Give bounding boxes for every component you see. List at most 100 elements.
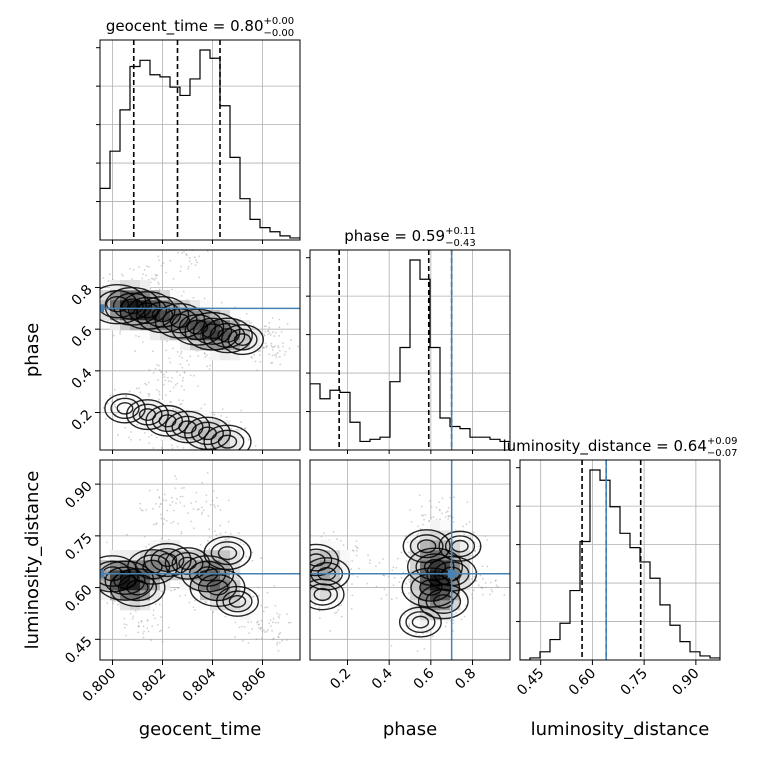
- scatter-point: [135, 387, 138, 390]
- density-cell: [310, 540, 321, 551]
- scatter-point: [154, 523, 157, 526]
- density-cell: [210, 340, 221, 351]
- scatter-point: [111, 394, 114, 397]
- scatter-point: [197, 385, 200, 388]
- scatter-point: [417, 525, 420, 528]
- scatter-point: [97, 423, 99, 425]
- density-cell: [460, 540, 471, 551]
- scatter-point: [270, 342, 273, 345]
- scatter-point: [406, 541, 409, 544]
- scatter-point: [271, 354, 274, 357]
- scatter-point: [180, 350, 183, 353]
- scatter-point: [473, 575, 476, 578]
- truth-marker: [100, 304, 104, 313]
- scatter-point: [452, 520, 455, 523]
- scatter-point: [137, 621, 140, 624]
- scatter-point: [471, 593, 473, 596]
- scatter-point: [97, 553, 99, 555]
- scatter-point: [368, 562, 371, 564]
- scatter-point: [252, 595, 255, 598]
- scatter-point: [145, 508, 148, 511]
- scatter-point: [332, 530, 335, 533]
- density-cell: [340, 570, 351, 581]
- scatter-point: [305, 555, 307, 557]
- scatter-point: [97, 605, 99, 607]
- scatter-point: [187, 512, 189, 515]
- scatter-point: [277, 635, 280, 638]
- scatter-point: [181, 495, 184, 498]
- scatter-point: [179, 495, 182, 498]
- scatter-point: [407, 592, 410, 594]
- scatter-point: [124, 426, 127, 429]
- scatter-point: [447, 506, 450, 509]
- density-cell: [110, 300, 121, 311]
- histogram-phase: [310, 250, 510, 450]
- contour-line: [157, 553, 178, 568]
- scatter-point: [484, 586, 487, 589]
- contour-line: [104, 286, 161, 326]
- density-cell: [120, 600, 131, 611]
- scatter-point: [95, 576, 97, 578]
- scatter-point: [422, 514, 425, 517]
- scatter-point: [125, 395, 128, 397]
- scatter-point: [387, 575, 390, 578]
- scatter-point: [237, 456, 239, 458]
- scatter-point: [145, 545, 148, 548]
- scatter-point: [470, 578, 473, 581]
- scatter-point: [182, 290, 185, 293]
- scatter-point: [146, 627, 149, 630]
- scatter-point: [465, 523, 468, 525]
- scatter-point: [97, 308, 99, 310]
- scatter-point: [438, 509, 441, 512]
- scatter-point: [160, 629, 162, 632]
- density-cell: [460, 570, 471, 581]
- scatter-point: [272, 637, 275, 640]
- scatter-point: [202, 509, 205, 512]
- scatter-point: [395, 566, 398, 569]
- scatter-point: [215, 534, 218, 537]
- scatter-point: [142, 625, 145, 628]
- scatter-point: [144, 382, 146, 385]
- density-cell: [170, 320, 181, 331]
- scatter-point: [224, 538, 227, 540]
- density-cell: [160, 540, 171, 551]
- density-cell: [420, 610, 431, 621]
- scatter-point: [478, 545, 480, 548]
- scatter-point: [257, 626, 260, 629]
- scatter-point: [423, 518, 425, 521]
- density-cell: [190, 410, 201, 421]
- histogram-step: [520, 469, 720, 660]
- scatter-point: [114, 600, 116, 603]
- scatter-point: [198, 255, 201, 258]
- scatter-point: [430, 516, 433, 519]
- histogram-luminosity_distance: [520, 460, 720, 660]
- scatter-point: [165, 271, 168, 274]
- scatter-point: [217, 452, 219, 454]
- density-cell: [250, 600, 261, 611]
- density-cell: [240, 600, 251, 611]
- scatter-point: [323, 532, 326, 534]
- scatter-point: [196, 261, 199, 264]
- scatter-point: [171, 447, 174, 450]
- scatter-point: [282, 342, 284, 344]
- scatter-point: [125, 623, 128, 626]
- scatter-point: [410, 638, 413, 641]
- density-cell: [190, 430, 201, 441]
- scatter-point: [201, 506, 203, 509]
- scatter-point: [150, 434, 153, 437]
- scatter-point: [481, 587, 484, 590]
- scatter-point: [287, 621, 290, 624]
- scatter-point: [191, 468, 193, 470]
- density-cell: [190, 570, 201, 581]
- density-cell: [230, 340, 241, 351]
- density-cell: [200, 590, 211, 601]
- scatter-point: [180, 530, 183, 533]
- scatter-point: [200, 513, 203, 516]
- density-cell: [190, 440, 201, 450]
- scatter-point: [490, 588, 493, 591]
- scatter-point: [165, 349, 168, 352]
- scatter-point: [201, 481, 204, 484]
- scatter-point: [283, 353, 286, 356]
- scatter-point: [240, 560, 242, 563]
- scatter-point: [297, 583, 299, 585]
